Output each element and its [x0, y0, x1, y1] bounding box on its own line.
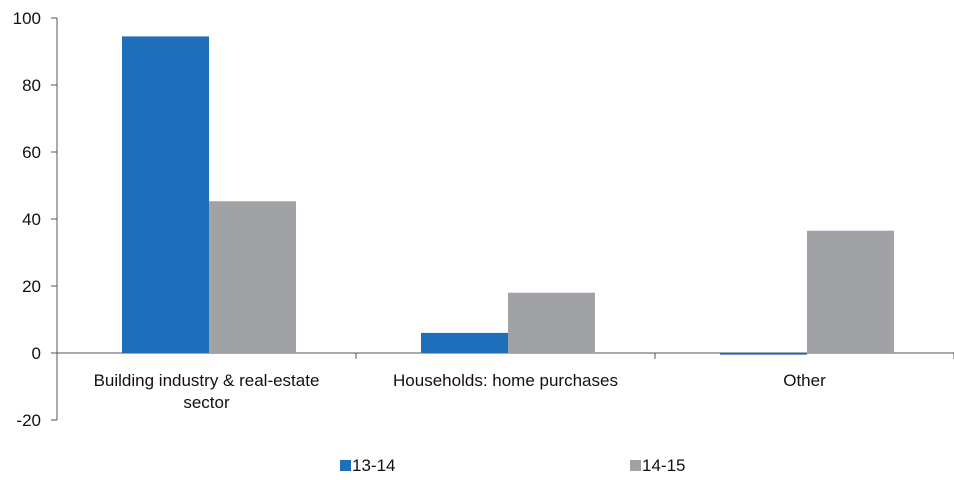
- category-label: Households: home purchases: [393, 371, 618, 390]
- bar-13-14: [421, 332, 508, 353]
- bar-14-15: [807, 230, 894, 353]
- category-label: sector: [183, 393, 230, 412]
- y-tick-label: -20: [16, 411, 41, 430]
- bar-13-14: [122, 36, 209, 354]
- category-label: Building industry & real-estate: [94, 371, 320, 390]
- bars: [122, 36, 894, 355]
- y-tick-label: 60: [22, 143, 41, 162]
- legend: 13-14 14-15: [340, 456, 685, 475]
- legend-label: 14-15: [642, 456, 685, 475]
- y-tick-label: 100: [13, 9, 41, 28]
- y-tick-label: 80: [22, 76, 41, 95]
- legend-swatch: [630, 460, 641, 471]
- bar-14-15: [209, 201, 296, 353]
- y-axis: -20 0 20 40 60 80 100: [13, 9, 58, 430]
- bar-14-15: [508, 292, 595, 353]
- category-label: Other: [783, 371, 826, 390]
- x-axis: Building industry & real-estate sector Hou…: [56, 352, 954, 412]
- y-tick-label: 20: [22, 277, 41, 296]
- y-tick-label: 0: [32, 344, 41, 363]
- legend-label: 13-14: [352, 456, 395, 475]
- legend-swatch: [340, 460, 351, 471]
- y-tick-label: 40: [22, 210, 41, 229]
- bar-13-14: [720, 353, 807, 355]
